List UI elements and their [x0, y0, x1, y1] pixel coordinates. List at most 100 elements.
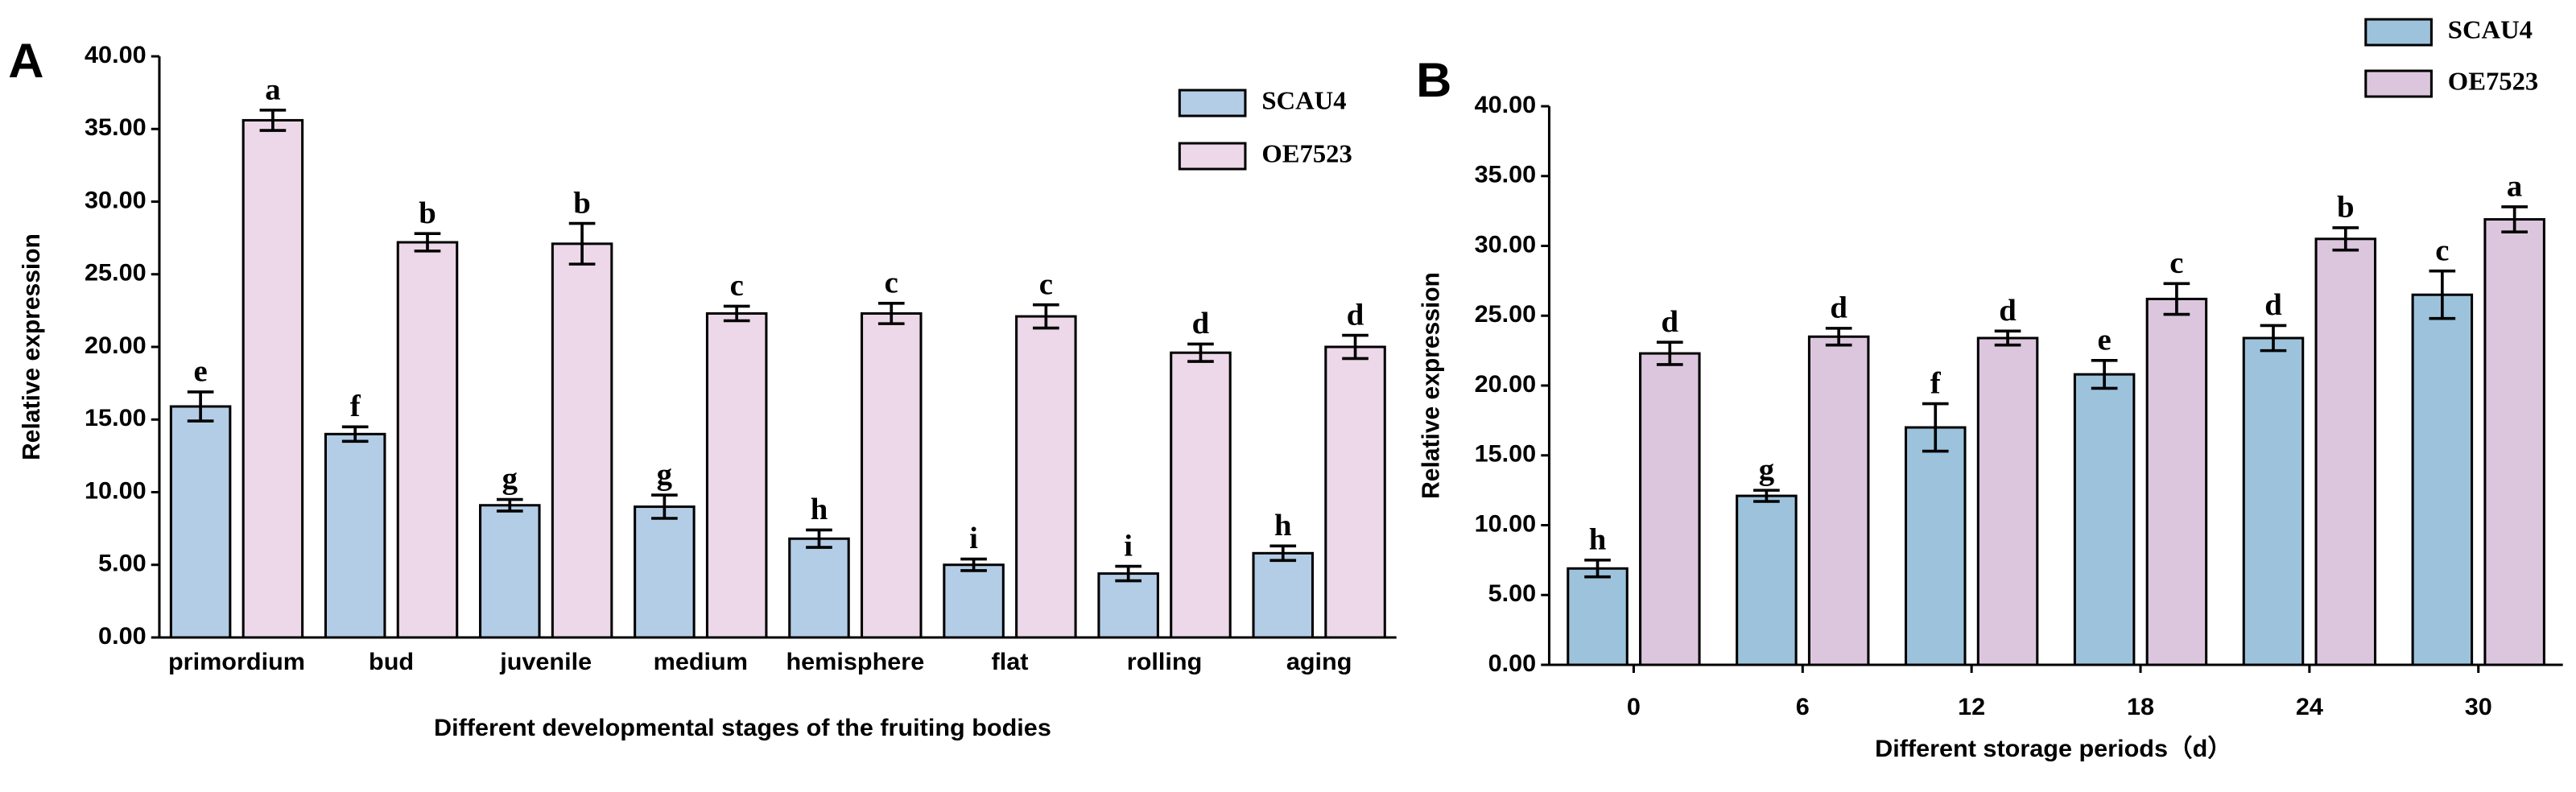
error-bar	[1922, 402, 1949, 453]
y-tick-label: 35.00	[1475, 162, 1537, 188]
y-tick-label: 5.00	[98, 551, 147, 577]
bar	[2145, 297, 2208, 666]
bar	[169, 405, 232, 639]
error-bar	[1584, 559, 1611, 579]
significance-letter: h	[1589, 523, 1607, 557]
y-tick-label: 35.00	[85, 114, 147, 141]
significance-letter: g	[1759, 453, 1774, 487]
y-tick-label: 30.00	[85, 188, 147, 214]
bar	[396, 241, 459, 639]
y-tick-label: 20.00	[85, 332, 147, 359]
significance-letter: c	[2435, 234, 2449, 268]
error-bar	[651, 493, 678, 520]
bar	[2411, 293, 2474, 666]
y-tick-label: 20.00	[1475, 371, 1537, 398]
x-tick-label: juvenile	[499, 649, 592, 675]
y-tick-label: 10.00	[1475, 511, 1537, 538]
bar	[1976, 336, 2039, 666]
significance-letter: a	[265, 73, 280, 107]
bar	[2242, 336, 2305, 666]
bar	[2073, 373, 2136, 666]
error-bar	[2501, 205, 2528, 233]
error-bar	[187, 390, 214, 423]
legend-label: OE7523	[1261, 139, 1352, 168]
x-tick-label: hemisphere	[786, 649, 924, 675]
error-bar	[806, 528, 832, 549]
x-tick-label: 0	[1627, 694, 1641, 720]
y-tick-label: 10.00	[85, 478, 147, 505]
error-bar	[1656, 340, 1683, 366]
bar	[1015, 315, 1077, 639]
significance-letter: e	[193, 355, 207, 389]
significance-letter: b	[573, 187, 591, 221]
error-bar	[877, 302, 905, 325]
bar	[1736, 494, 1798, 666]
error-bar	[1825, 327, 1852, 347]
error-bar	[2091, 358, 2118, 390]
bar	[1567, 567, 1629, 666]
error-bar	[2260, 324, 2287, 353]
significance-letter: i	[969, 522, 978, 556]
y-tick-label: 15.00	[85, 405, 147, 431]
significance-letter: g	[657, 458, 672, 492]
significance-letter: c	[730, 270, 744, 303]
error-bar	[2163, 282, 2190, 316]
significance-letter: d	[1999, 294, 2017, 328]
y-axis-label: Relative expression	[19, 233, 45, 460]
panel-label: A	[8, 33, 43, 87]
significance-letter: g	[502, 463, 518, 497]
y-axis-label: Relative expression	[1418, 272, 1444, 499]
y-tick-label: 40.00	[85, 42, 147, 68]
x-tick-label: 30	[2465, 694, 2492, 720]
bar	[1807, 335, 1870, 666]
significance-letter: a	[2507, 170, 2522, 204]
panel-label: B	[1416, 52, 1451, 106]
error-bar	[1753, 489, 1780, 503]
bar	[1097, 572, 1159, 639]
x-tick-label: bud	[369, 649, 414, 675]
y-tick-label: 25.00	[85, 260, 147, 287]
error-bar	[2429, 269, 2456, 320]
bar	[1324, 345, 1386, 639]
bar	[943, 563, 1005, 639]
significance-letter: c	[1039, 268, 1053, 302]
significance-letter: b	[419, 196, 436, 230]
y-tick-label: 0.00	[98, 623, 147, 650]
legend-label: SCAU4	[1261, 86, 1346, 115]
significance-letter: f	[1930, 367, 1942, 401]
bar	[551, 242, 613, 639]
bar	[1252, 551, 1315, 639]
x-tick-label: 12	[1958, 694, 1985, 720]
significance-letter: h	[811, 493, 828, 526]
error-bar	[1115, 564, 1141, 583]
x-axis-label: Different developmental stages of the fr…	[434, 715, 1051, 741]
x-tick-label: flat	[992, 649, 1029, 675]
significance-letter: d	[1662, 305, 1679, 339]
y-tick-label: 25.00	[1475, 301, 1537, 328]
error-bar	[1342, 333, 1368, 361]
error-bar	[1033, 303, 1059, 330]
significance-letter: e	[2098, 324, 2112, 357]
x-tick-label: rolling	[1127, 649, 1202, 675]
significance-letter: c	[2169, 246, 2183, 280]
bar	[1639, 352, 1701, 666]
x-tick-label: primordium	[168, 649, 305, 675]
y-tick-label: 15.00	[1475, 441, 1537, 468]
legend-swatch	[1178, 89, 1247, 118]
significance-letter: c	[885, 266, 898, 300]
y-tick-label: 0.00	[1488, 650, 1537, 677]
legend-swatch	[1178, 142, 1247, 171]
x-tick-label: 18	[2127, 694, 2154, 720]
error-bar	[1269, 544, 1297, 563]
error-bar	[1187, 342, 1214, 363]
x-axis-label: Different storage periods（d）	[1875, 735, 2232, 762]
legend-label: SCAU4	[2448, 15, 2533, 44]
x-tick-label: 24	[2296, 694, 2323, 720]
error-bar	[723, 304, 750, 323]
legend-label: OE7523	[2448, 67, 2538, 96]
error-bar	[414, 232, 441, 253]
bar	[479, 504, 541, 639]
significance-letter: d	[2264, 288, 2282, 322]
